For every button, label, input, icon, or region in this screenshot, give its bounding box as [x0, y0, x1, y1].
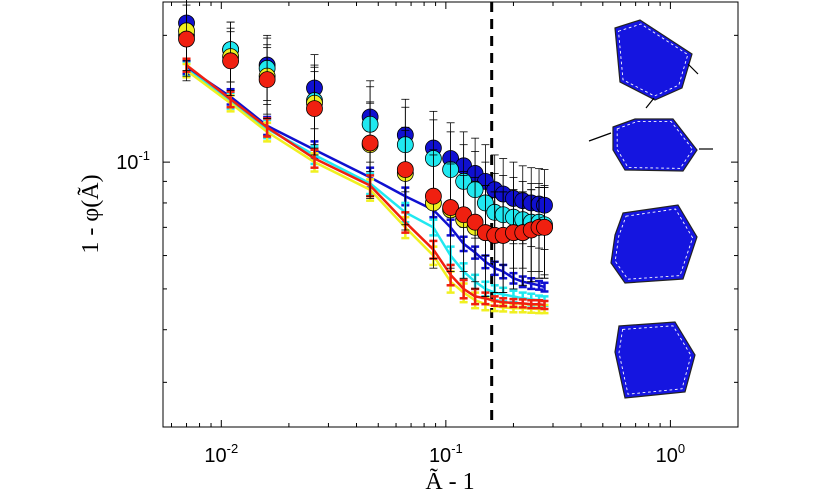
data-point — [396, 161, 414, 178]
y-axis-label: 1 - φ(Ã) — [78, 174, 104, 253]
x-tick-label: 100 — [656, 441, 685, 467]
data-point — [424, 187, 442, 205]
plot-area — [178, 0, 553, 427]
polygon-shape — [612, 118, 698, 172]
series-1 — [182, 59, 549, 293]
polygon-inset-1 — [614, 19, 699, 109]
data-point — [466, 213, 484, 231]
series-8 — [178, 4, 553, 297]
insets — [588, 19, 713, 399]
series-line — [185, 66, 545, 289]
polygon-inset-2 — [588, 118, 713, 172]
series-4 — [182, 57, 549, 311]
polygon-shape — [614, 19, 693, 101]
data-point — [306, 100, 323, 117]
arrow — [687, 63, 699, 75]
data-point — [222, 52, 239, 70]
data-point — [258, 71, 276, 89]
data-point — [178, 30, 195, 48]
x-axis-label-text: Ã - 1 — [425, 469, 474, 495]
arrow — [588, 132, 612, 142]
y-tick-label: 10-1 — [116, 148, 150, 174]
polygon-shape — [614, 321, 696, 399]
polygon-inset-3 — [610, 204, 698, 284]
ticks: 10-2 10-1 100 10-1 — [116, 2, 739, 467]
polygon-outline — [618, 23, 689, 97]
polygon-outline — [618, 325, 692, 395]
x-tick-label: 10-2 — [204, 441, 238, 467]
x-tick-label: 10-1 — [429, 441, 463, 467]
polygon-shape — [610, 204, 698, 284]
arrow — [645, 97, 655, 109]
x-axis-label: Ã - 1 — [425, 469, 474, 495]
data-point — [442, 199, 460, 216]
data-point — [536, 218, 553, 236]
series-line — [185, 64, 545, 307]
y-axis-label-text: 1 - φ(Ã) — [78, 174, 104, 253]
polygon-outline — [614, 208, 694, 280]
data-point — [361, 134, 379, 152]
axes-box — [162, 1, 739, 428]
polygon-inset-4 — [614, 321, 696, 399]
